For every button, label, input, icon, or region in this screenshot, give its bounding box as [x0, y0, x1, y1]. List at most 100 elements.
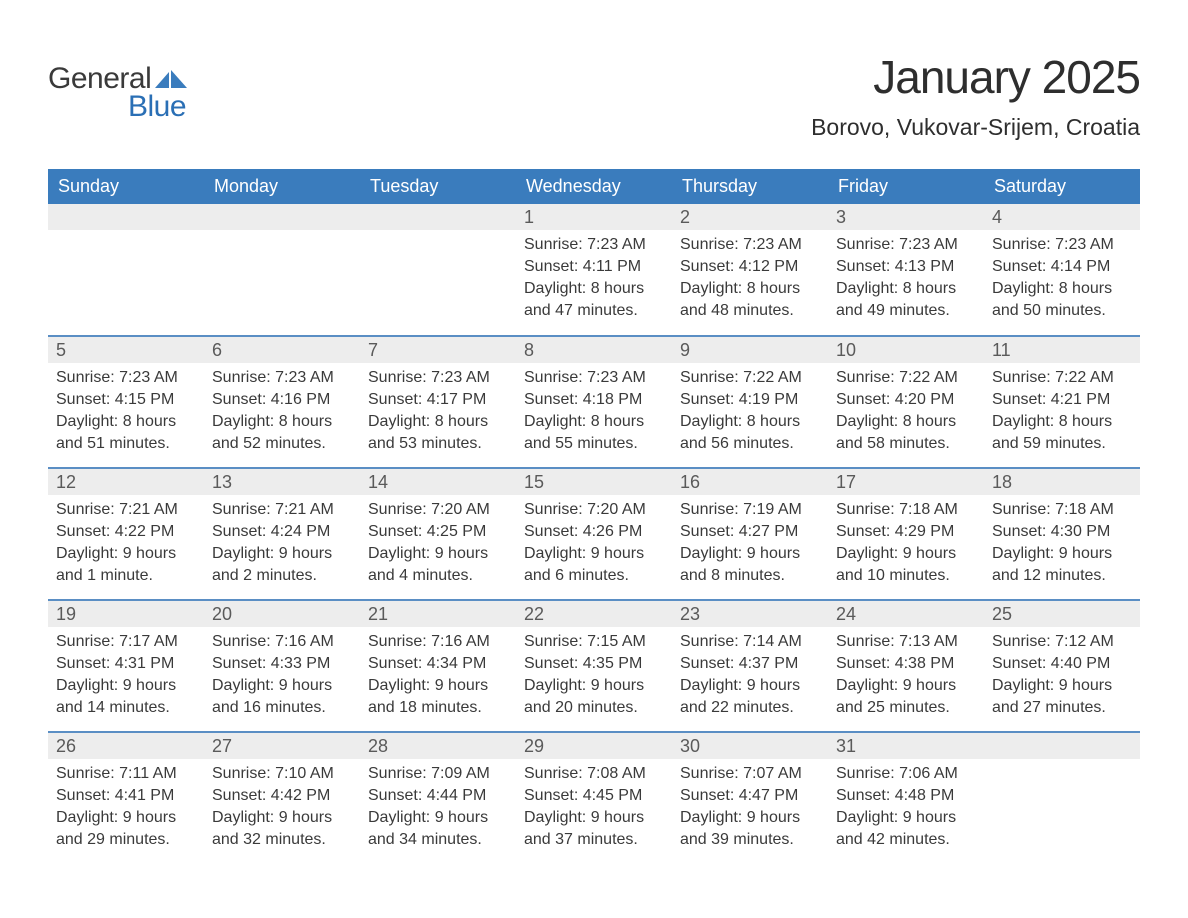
calendar-week-row: 5Sunrise: 7:23 AMSunset: 4:15 PMDaylight… [48, 336, 1140, 468]
daylight-line: Daylight: 8 hours and 48 minutes. [680, 278, 820, 322]
day-number: 14 [360, 469, 516, 495]
sunset-line: Sunset: 4:34 PM [368, 653, 508, 675]
daylight-line: Daylight: 9 hours and 39 minutes. [680, 807, 820, 851]
calendar-day-cell [204, 204, 360, 336]
calendar-day-cell: 5Sunrise: 7:23 AMSunset: 4:15 PMDaylight… [48, 336, 204, 468]
daylight-line: Daylight: 9 hours and 22 minutes. [680, 675, 820, 719]
sunrise-line: Sunrise: 7:22 AM [680, 367, 820, 389]
daylight-line: Daylight: 9 hours and 1 minute. [56, 543, 196, 587]
day-details: Sunrise: 7:11 AMSunset: 4:41 PMDaylight:… [48, 759, 204, 857]
day-number: 25 [984, 601, 1140, 627]
sunset-line: Sunset: 4:22 PM [56, 521, 196, 543]
calendar-day-cell: 7Sunrise: 7:23 AMSunset: 4:17 PMDaylight… [360, 336, 516, 468]
calendar-day-cell: 17Sunrise: 7:18 AMSunset: 4:29 PMDayligh… [828, 468, 984, 600]
calendar-week-row: 26Sunrise: 7:11 AMSunset: 4:41 PMDayligh… [48, 732, 1140, 864]
day-number: 10 [828, 337, 984, 363]
sunrise-line: Sunrise: 7:20 AM [524, 499, 664, 521]
day-number: 8 [516, 337, 672, 363]
day-details: Sunrise: 7:23 AMSunset: 4:11 PMDaylight:… [516, 230, 672, 328]
daylight-line: Daylight: 8 hours and 55 minutes. [524, 411, 664, 455]
day-details: Sunrise: 7:18 AMSunset: 4:29 PMDaylight:… [828, 495, 984, 593]
sunset-line: Sunset: 4:38 PM [836, 653, 976, 675]
day-number: 7 [360, 337, 516, 363]
sunrise-line: Sunrise: 7:06 AM [836, 763, 976, 785]
calendar-day-cell: 25Sunrise: 7:12 AMSunset: 4:40 PMDayligh… [984, 600, 1140, 732]
daylight-line: Daylight: 8 hours and 49 minutes. [836, 278, 976, 322]
day-number: 19 [48, 601, 204, 627]
daylight-line: Daylight: 8 hours and 52 minutes. [212, 411, 352, 455]
day-details: Sunrise: 7:21 AMSunset: 4:24 PMDaylight:… [204, 495, 360, 593]
sunrise-line: Sunrise: 7:14 AM [680, 631, 820, 653]
sunrise-line: Sunrise: 7:20 AM [368, 499, 508, 521]
day-details: Sunrise: 7:20 AMSunset: 4:25 PMDaylight:… [360, 495, 516, 593]
sunrise-line: Sunrise: 7:23 AM [836, 234, 976, 256]
sunset-line: Sunset: 4:18 PM [524, 389, 664, 411]
daylight-line: Daylight: 9 hours and 2 minutes. [212, 543, 352, 587]
sunrise-line: Sunrise: 7:23 AM [524, 367, 664, 389]
day-number: 9 [672, 337, 828, 363]
sunrise-line: Sunrise: 7:13 AM [836, 631, 976, 653]
weekday-header: Saturday [984, 169, 1140, 204]
sunrise-line: Sunrise: 7:17 AM [56, 631, 196, 653]
sunset-line: Sunset: 4:37 PM [680, 653, 820, 675]
calendar-day-cell: 29Sunrise: 7:08 AMSunset: 4:45 PMDayligh… [516, 732, 672, 864]
calendar-day-cell [984, 732, 1140, 864]
calendar-day-cell: 27Sunrise: 7:10 AMSunset: 4:42 PMDayligh… [204, 732, 360, 864]
calendar-day-cell: 15Sunrise: 7:20 AMSunset: 4:26 PMDayligh… [516, 468, 672, 600]
sunrise-line: Sunrise: 7:23 AM [524, 234, 664, 256]
day-number: 3 [828, 204, 984, 230]
day-details: Sunrise: 7:14 AMSunset: 4:37 PMDaylight:… [672, 627, 828, 725]
sunrise-line: Sunrise: 7:23 AM [680, 234, 820, 256]
calendar-week-row: 19Sunrise: 7:17 AMSunset: 4:31 PMDayligh… [48, 600, 1140, 732]
day-details: Sunrise: 7:06 AMSunset: 4:48 PMDaylight:… [828, 759, 984, 857]
sunrise-line: Sunrise: 7:23 AM [56, 367, 196, 389]
sunrise-line: Sunrise: 7:22 AM [836, 367, 976, 389]
calendar-day-cell: 2Sunrise: 7:23 AMSunset: 4:12 PMDaylight… [672, 204, 828, 336]
sunrise-line: Sunrise: 7:21 AM [212, 499, 352, 521]
calendar-day-cell: 24Sunrise: 7:13 AMSunset: 4:38 PMDayligh… [828, 600, 984, 732]
day-number: 22 [516, 601, 672, 627]
day-number: 16 [672, 469, 828, 495]
calendar-day-cell: 19Sunrise: 7:17 AMSunset: 4:31 PMDayligh… [48, 600, 204, 732]
calendar-day-cell: 18Sunrise: 7:18 AMSunset: 4:30 PMDayligh… [984, 468, 1140, 600]
calendar-day-cell: 8 Sunrise: 7:23 AMSunset: 4:18 PMDaylight… [516, 336, 672, 468]
sunset-line: Sunset: 4:16 PM [212, 389, 352, 411]
daylight-line: Daylight: 9 hours and 6 minutes. [524, 543, 664, 587]
day-details: Sunrise: 7:10 AMSunset: 4:42 PMDaylight:… [204, 759, 360, 857]
day-number: 15 [516, 469, 672, 495]
day-details: Sunrise: 7:22 AMSunset: 4:21 PMDaylight:… [984, 363, 1140, 461]
sunrise-line: Sunrise: 7:16 AM [368, 631, 508, 653]
brand-logo: General Blue [48, 50, 187, 124]
sunset-line: Sunset: 4:24 PM [212, 521, 352, 543]
sunset-line: Sunset: 4:13 PM [836, 256, 976, 278]
daylight-line: Daylight: 8 hours and 50 minutes. [992, 278, 1132, 322]
daylight-line: Daylight: 9 hours and 34 minutes. [368, 807, 508, 851]
day-number [984, 733, 1140, 759]
daylight-line: Daylight: 9 hours and 12 minutes. [992, 543, 1132, 587]
day-details: Sunrise: 7:21 AMSunset: 4:22 PMDaylight:… [48, 495, 204, 593]
daylight-line: Daylight: 9 hours and 16 minutes. [212, 675, 352, 719]
day-number [360, 204, 516, 230]
calendar-day-cell: 31Sunrise: 7:06 AMSunset: 4:48 PMDayligh… [828, 732, 984, 864]
sunrise-line: Sunrise: 7:21 AM [56, 499, 196, 521]
calendar-day-cell: 14Sunrise: 7:20 AMSunset: 4:25 PMDayligh… [360, 468, 516, 600]
sunset-line: Sunset: 4:42 PM [212, 785, 352, 807]
sunrise-line: Sunrise: 7:18 AM [992, 499, 1132, 521]
sunset-line: Sunset: 4:29 PM [836, 521, 976, 543]
daylight-line: Daylight: 8 hours and 59 minutes. [992, 411, 1132, 455]
calendar-week-row: 1Sunrise: 7:23 AMSunset: 4:11 PMDaylight… [48, 204, 1140, 336]
day-number: 24 [828, 601, 984, 627]
sunset-line: Sunset: 4:20 PM [836, 389, 976, 411]
sunset-line: Sunset: 4:11 PM [524, 256, 664, 278]
day-number: 17 [828, 469, 984, 495]
daylight-line: Daylight: 9 hours and 14 minutes. [56, 675, 196, 719]
day-number: 5 [48, 337, 204, 363]
calendar-day-cell [48, 204, 204, 336]
sunset-line: Sunset: 4:12 PM [680, 256, 820, 278]
sunrise-line: Sunrise: 7:23 AM [368, 367, 508, 389]
daylight-line: Daylight: 9 hours and 20 minutes. [524, 675, 664, 719]
sunset-line: Sunset: 4:33 PM [212, 653, 352, 675]
weekday-header-row: Sunday Monday Tuesday Wednesday Thursday… [48, 169, 1140, 204]
day-number: 11 [984, 337, 1140, 363]
sunset-line: Sunset: 4:21 PM [992, 389, 1132, 411]
